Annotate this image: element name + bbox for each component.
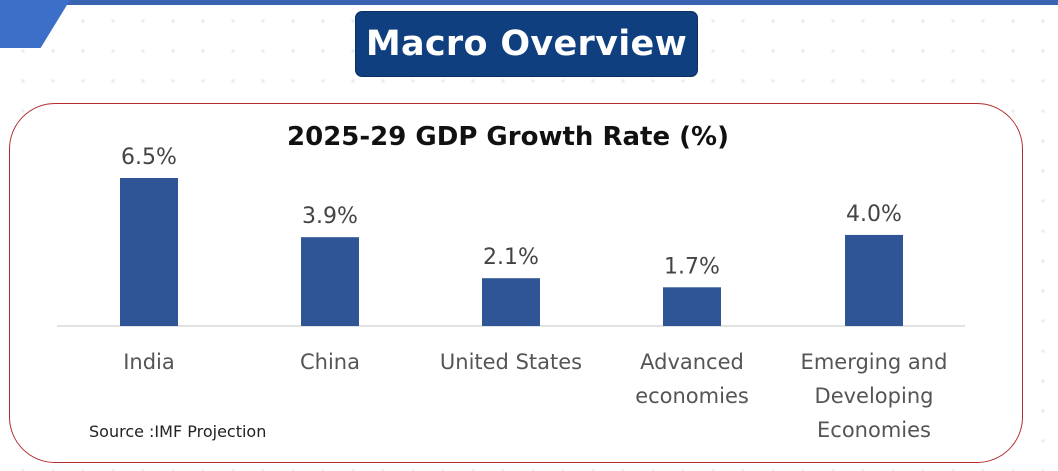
- category-label-3-0: Advanced: [640, 350, 744, 374]
- bar-3: [663, 287, 721, 326]
- page-title-box: Macro Overview: [355, 11, 698, 77]
- category-label-2-0: United States: [440, 350, 582, 374]
- category-label-4-0: Emerging and: [801, 350, 948, 374]
- category-label-4-2: Economies: [817, 418, 931, 442]
- category-label-3-1: economies: [635, 384, 749, 408]
- bar-2: [482, 278, 540, 326]
- chart-title: 2025-29 GDP Growth Rate (%): [287, 122, 729, 152]
- data-label-1: 3.9%: [302, 204, 358, 229]
- data-label-4: 4.0%: [846, 202, 902, 227]
- category-label-1-0: China: [300, 350, 360, 374]
- bar-1: [301, 237, 359, 326]
- bar-4: [845, 234, 903, 326]
- category-label-0-0: India: [123, 350, 175, 374]
- page-title: Macro Overview: [365, 24, 688, 64]
- top-accent-bar: [0, 0, 1058, 5]
- category-label-4-1: Developing: [815, 384, 934, 408]
- data-label-3: 1.7%: [664, 254, 720, 279]
- source-note: Source :IMF Projection: [89, 422, 267, 441]
- bars-group: 6.5% India 3.9% China 2.1% United States 1.7% A…: [120, 145, 947, 442]
- bar-0: [120, 178, 178, 326]
- data-label-0: 6.5%: [121, 145, 177, 170]
- data-label-2: 2.1%: [483, 245, 539, 270]
